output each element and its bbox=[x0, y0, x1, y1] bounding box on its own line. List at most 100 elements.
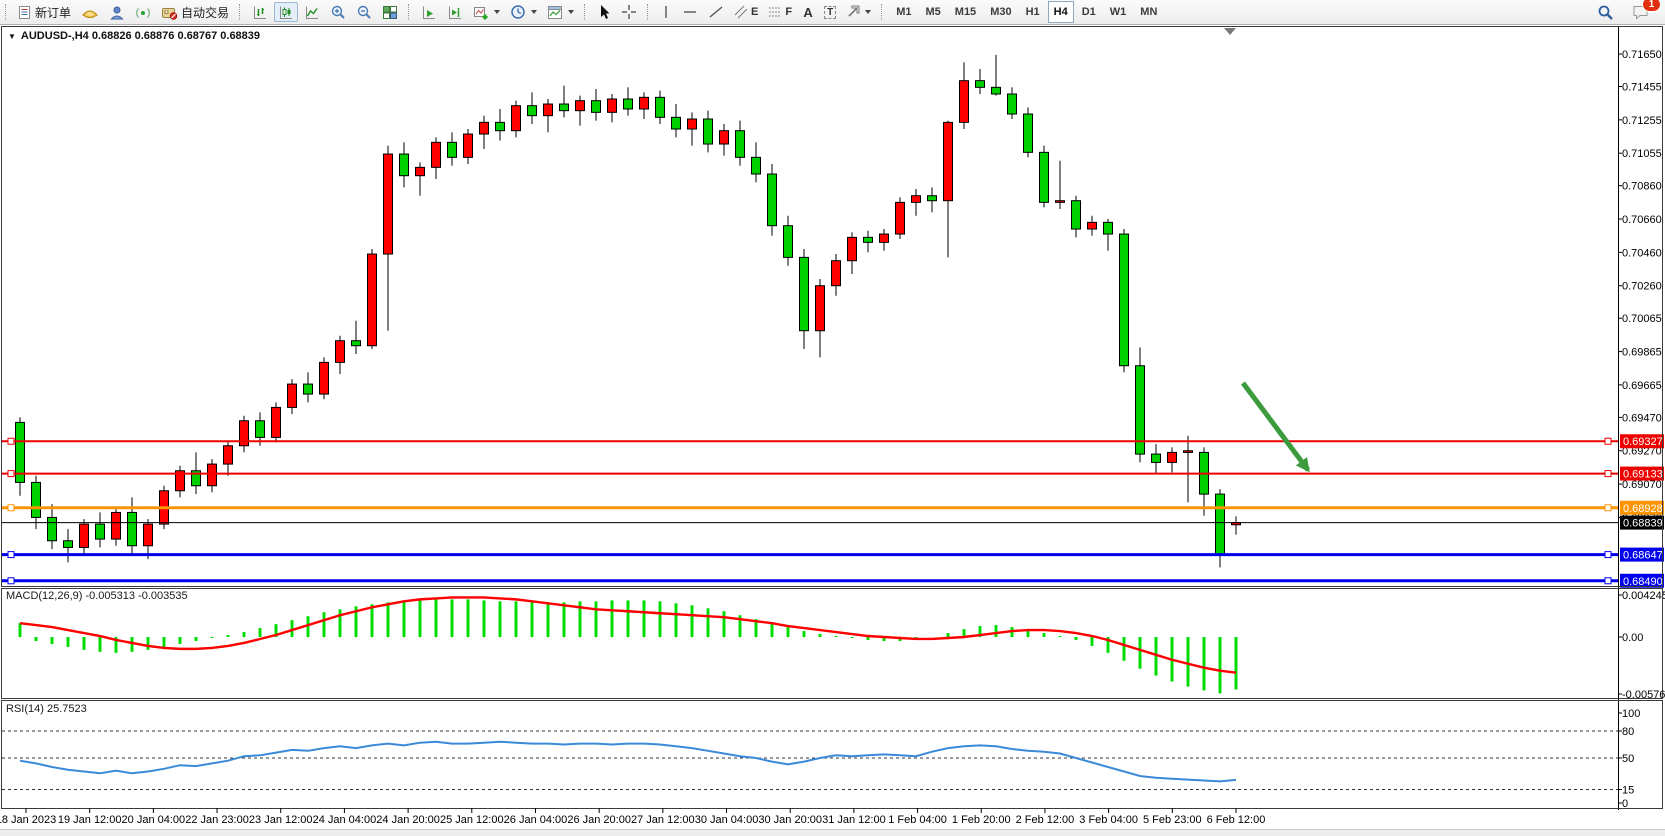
price-tick-label: 0.69270 bbox=[1622, 446, 1662, 458]
time-tick-label: 20 Jan 04:00 bbox=[122, 814, 186, 826]
candle-body bbox=[895, 201, 905, 235]
time-tick-label: 25 Jan 12:00 bbox=[440, 814, 504, 826]
notifications-button[interactable]: 1 bbox=[1628, 0, 1661, 22]
chart-title: ▼ AUDUSD-,H4 0.68826 0.68876 0.68767 0.6… bbox=[8, 30, 260, 42]
time-tick-label: 3 Feb 04:00 bbox=[1079, 814, 1138, 826]
candle-body bbox=[383, 153, 393, 255]
price-tick-label: 0.71255 bbox=[1622, 115, 1662, 127]
candle-body bbox=[1007, 93, 1017, 115]
trendline-button[interactable] bbox=[704, 2, 728, 22]
fibonacci-button[interactable]: F bbox=[764, 2, 796, 22]
periods-button[interactable] bbox=[506, 2, 541, 22]
toolbar-separator bbox=[239, 4, 242, 20]
candle-body bbox=[191, 470, 201, 487]
line-chart-button[interactable] bbox=[300, 2, 324, 22]
timeframe-button-MN[interactable]: MN bbox=[1140, 6, 1158, 18]
timeframe-button-M5[interactable]: M5 bbox=[925, 6, 941, 18]
fibonacci-letter: F bbox=[785, 5, 793, 18]
candle-body bbox=[207, 463, 217, 487]
price-tick-label: 0.71455 bbox=[1622, 82, 1662, 94]
candle-body bbox=[975, 80, 985, 88]
candle-body bbox=[543, 103, 553, 117]
price-tick-label: 0.69070 bbox=[1622, 479, 1662, 491]
crosshair-button[interactable] bbox=[617, 2, 641, 22]
accounts-button[interactable] bbox=[105, 2, 129, 22]
rsi-indicator-label: RSI(14) 25.7523 bbox=[6, 703, 87, 715]
timeframe-button-W1[interactable]: W1 bbox=[1109, 6, 1127, 18]
price-tick-label: 0.69865 bbox=[1622, 347, 1662, 359]
auto-trading-button[interactable]: 自动交易 bbox=[157, 2, 233, 22]
candle-body bbox=[367, 253, 377, 347]
horizontal-line-0.68928[interactable] bbox=[2, 504, 1618, 512]
chart-shift-icon bbox=[447, 5, 463, 20]
candle-body bbox=[1103, 221, 1113, 235]
candlestick-chart-button[interactable] bbox=[274, 2, 299, 22]
horizontal-line-0.68647[interactable] bbox=[2, 551, 1618, 559]
cursor-button[interactable] bbox=[593, 2, 615, 22]
signal-waves-icon bbox=[135, 5, 151, 20]
horizontal-line-button[interactable] bbox=[678, 2, 702, 22]
zoom-in-button[interactable] bbox=[326, 2, 350, 22]
vertical-line-button[interactable] bbox=[656, 2, 676, 22]
chart-shift-marker[interactable] bbox=[1224, 28, 1236, 35]
line-handle-right[interactable] bbox=[1604, 470, 1612, 478]
line-handle-left[interactable] bbox=[7, 551, 15, 559]
timeframe-button-M30[interactable]: M30 bbox=[990, 6, 1012, 18]
signals-button[interactable] bbox=[131, 2, 155, 22]
line-handle-left[interactable] bbox=[7, 577, 15, 585]
candle-body bbox=[47, 516, 57, 542]
timeframe-button-M1[interactable]: M1 bbox=[896, 6, 912, 18]
candle-body bbox=[351, 340, 361, 347]
timeframe-button-H1[interactable]: H1 bbox=[1025, 6, 1040, 18]
tile-windows-button[interactable] bbox=[378, 2, 402, 22]
trend-arrow-annotation[interactable] bbox=[1240, 381, 1311, 473]
price-label-box bbox=[1620, 500, 1664, 515]
rsi-scale-label: 15 bbox=[1622, 785, 1634, 797]
line-handle-left[interactable] bbox=[7, 470, 15, 478]
gold-button[interactable] bbox=[77, 2, 103, 22]
candle-body bbox=[1151, 453, 1161, 463]
macd-panel bbox=[18, 596, 1238, 694]
line-handle-right[interactable] bbox=[1604, 437, 1612, 445]
candle-body bbox=[255, 420, 265, 438]
price-label-text: 0.68647 bbox=[1623, 550, 1663, 562]
bar-chart-button[interactable] bbox=[248, 2, 272, 22]
line-handle-left[interactable] bbox=[7, 437, 15, 445]
indicators-button[interactable] bbox=[469, 2, 504, 22]
horizontal-line-0.69327[interactable] bbox=[2, 437, 1618, 445]
toolbar: 新订单 自动交易 bbox=[0, 0, 1665, 25]
line-handle-left[interactable] bbox=[7, 504, 15, 512]
price-tick-label: 0.70860 bbox=[1622, 181, 1662, 193]
toolbar-separator bbox=[408, 4, 411, 20]
new-order-button[interactable]: 新订单 bbox=[14, 2, 75, 22]
zoom-out-button[interactable] bbox=[352, 2, 376, 22]
time-tick-label: 30 Jan 20:00 bbox=[758, 814, 822, 826]
time-tick-label: 31 Jan 12:00 bbox=[822, 814, 886, 826]
timeframe-button-M15[interactable]: M15 bbox=[954, 6, 977, 18]
search-button[interactable] bbox=[1593, 2, 1618, 22]
templates-button[interactable] bbox=[543, 2, 578, 22]
time-tick-label: 24 Jan 04:00 bbox=[313, 814, 377, 826]
text-button[interactable]: A bbox=[798, 2, 818, 22]
line-handle-right[interactable] bbox=[1604, 551, 1612, 559]
template-icon bbox=[547, 5, 563, 20]
candle-body bbox=[1183, 450, 1193, 453]
timeframe-button-D1[interactable]: D1 bbox=[1081, 6, 1096, 18]
text-label-button[interactable]: T bbox=[820, 2, 840, 22]
candle-body bbox=[623, 98, 633, 110]
chart-shift-button[interactable] bbox=[443, 2, 467, 22]
chart-menu-icon[interactable]: ▼ bbox=[8, 31, 16, 41]
price-label-box bbox=[1620, 434, 1664, 449]
auto-scroll-button[interactable] bbox=[417, 2, 441, 22]
candle-body bbox=[303, 383, 313, 395]
horizontal-line-0.69133[interactable] bbox=[2, 470, 1618, 478]
line-handle-right[interactable] bbox=[1604, 504, 1612, 512]
horizontal-line-0.68490[interactable] bbox=[2, 577, 1618, 585]
line-handle-right[interactable] bbox=[1604, 577, 1612, 585]
arrows-button[interactable] bbox=[842, 2, 875, 22]
channel-button[interactable]: E bbox=[730, 2, 762, 22]
timeframe-button-H4[interactable]: H4 bbox=[1047, 1, 1074, 23]
clock-icon bbox=[510, 4, 526, 20]
candle-body bbox=[175, 470, 185, 492]
